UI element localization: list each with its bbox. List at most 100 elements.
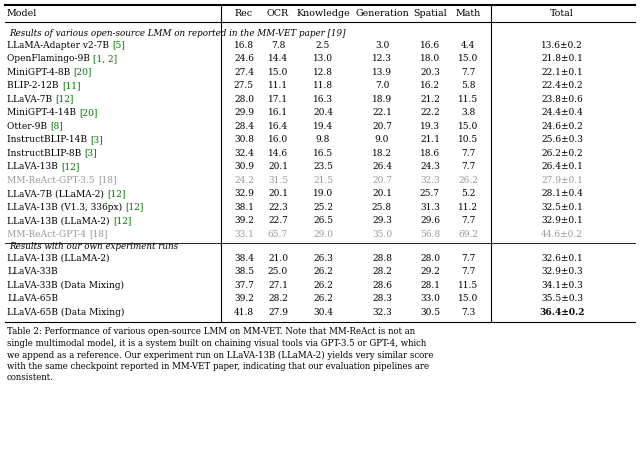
Text: 7.8: 7.8 <box>271 40 285 50</box>
Text: LLaVA-33B (Data Mixing): LLaVA-33B (Data Mixing) <box>7 281 124 290</box>
Text: 24.4±0.4: 24.4±0.4 <box>541 108 583 117</box>
Text: 20.4: 20.4 <box>313 108 333 117</box>
Text: 38.4: 38.4 <box>234 254 254 263</box>
Text: with the same checkpoint reported in MM-VET paper, indicating that our evaluatio: with the same checkpoint reported in MM-… <box>7 362 429 371</box>
Text: 28.0: 28.0 <box>420 254 440 263</box>
Text: 65.7: 65.7 <box>268 229 288 238</box>
Text: 21.8±0.1: 21.8±0.1 <box>541 54 583 63</box>
Text: 19.0: 19.0 <box>313 189 333 198</box>
Text: 11.5: 11.5 <box>458 95 478 104</box>
Text: 28.6: 28.6 <box>372 281 392 290</box>
Text: Spatial: Spatial <box>413 10 447 19</box>
Text: 16.1: 16.1 <box>268 108 288 117</box>
Text: single multimodal model, it is a system built on chaining visual tools via GPT-3: single multimodal model, it is a system … <box>7 339 426 348</box>
Text: 56.8: 56.8 <box>420 229 440 238</box>
Text: 9.8: 9.8 <box>316 135 330 144</box>
Text: 13.6±0.2: 13.6±0.2 <box>541 40 583 50</box>
Text: 27.5: 27.5 <box>234 81 254 90</box>
Text: LLaVA-13B (V1.3, 336px): LLaVA-13B (V1.3, 336px) <box>7 202 125 212</box>
Text: 11.2: 11.2 <box>458 203 478 211</box>
Text: 14.6: 14.6 <box>268 149 288 158</box>
Text: Rec: Rec <box>235 10 253 19</box>
Text: 31.5: 31.5 <box>268 176 288 185</box>
Text: 4.4: 4.4 <box>461 40 475 50</box>
Text: 15.0: 15.0 <box>458 121 478 130</box>
Text: 39.2: 39.2 <box>234 216 254 225</box>
Text: 24.6±0.2: 24.6±0.2 <box>541 121 583 130</box>
Text: 41.8: 41.8 <box>234 308 254 317</box>
Text: 27.9: 27.9 <box>268 308 288 317</box>
Text: 32.4: 32.4 <box>234 149 254 158</box>
Text: 2.5: 2.5 <box>316 40 330 50</box>
Text: 26.5: 26.5 <box>313 216 333 225</box>
Text: 28.0: 28.0 <box>234 95 254 104</box>
Text: 15.0: 15.0 <box>458 54 478 63</box>
Text: [5]: [5] <box>113 40 125 50</box>
Text: OCR: OCR <box>267 10 289 19</box>
Text: 9.0: 9.0 <box>375 135 389 144</box>
Text: 22.7: 22.7 <box>268 216 288 225</box>
Text: 32.9±0.1: 32.9±0.1 <box>541 216 583 225</box>
Text: 25.7: 25.7 <box>420 189 440 198</box>
Text: 26.4: 26.4 <box>372 162 392 171</box>
Text: Table 2: Performance of various open-source LMM on MM-VET. Note that MM-ReAct is: Table 2: Performance of various open-sou… <box>7 327 415 337</box>
Text: 28.2: 28.2 <box>372 268 392 277</box>
Text: 34.1±0.3: 34.1±0.3 <box>541 281 583 290</box>
Text: [18]: [18] <box>90 229 108 238</box>
Text: 18.6: 18.6 <box>420 149 440 158</box>
Text: 7.7: 7.7 <box>461 254 475 263</box>
Text: 28.4: 28.4 <box>234 121 254 130</box>
Text: LLaVA-13B: LLaVA-13B <box>7 162 61 171</box>
Text: 7.7: 7.7 <box>461 268 475 277</box>
Text: 28.3: 28.3 <box>372 294 392 303</box>
Text: 20.3: 20.3 <box>420 68 440 77</box>
Text: 13.9: 13.9 <box>372 68 392 77</box>
Text: [12]: [12] <box>108 189 125 198</box>
Text: 36.4±0.2: 36.4±0.2 <box>540 308 585 317</box>
Text: 29.2: 29.2 <box>420 268 440 277</box>
Text: Total: Total <box>550 10 574 19</box>
Text: MM-ReAct-GPT-4: MM-ReAct-GPT-4 <box>7 229 89 238</box>
Text: 32.9: 32.9 <box>234 189 254 198</box>
Text: 35.5±0.3: 35.5±0.3 <box>541 294 583 303</box>
Text: 3.8: 3.8 <box>461 108 475 117</box>
Text: 15.0: 15.0 <box>268 68 288 77</box>
Text: 25.6±0.3: 25.6±0.3 <box>541 135 583 144</box>
Text: Model: Model <box>7 10 37 19</box>
Text: 10.5: 10.5 <box>458 135 478 144</box>
Text: 28.8: 28.8 <box>372 254 392 263</box>
Text: 23.8±0.6: 23.8±0.6 <box>541 95 583 104</box>
Text: BLIP-2-12B: BLIP-2-12B <box>7 81 61 90</box>
Text: 26.2: 26.2 <box>313 268 333 277</box>
Text: 7.7: 7.7 <box>461 162 475 171</box>
Text: 26.2: 26.2 <box>458 176 478 185</box>
Text: [3]: [3] <box>84 149 97 158</box>
Text: 26.3: 26.3 <box>313 254 333 263</box>
Text: 26.4±0.1: 26.4±0.1 <box>541 162 583 171</box>
Text: 16.5: 16.5 <box>313 149 333 158</box>
Text: 22.1: 22.1 <box>372 108 392 117</box>
Text: 17.1: 17.1 <box>268 95 288 104</box>
Text: 37.7: 37.7 <box>234 281 254 290</box>
Text: 44.6±0.2: 44.6±0.2 <box>541 229 583 238</box>
Text: 13.0: 13.0 <box>313 54 333 63</box>
Text: 19.4: 19.4 <box>313 121 333 130</box>
Text: 20.1: 20.1 <box>268 189 288 198</box>
Text: [20]: [20] <box>79 108 98 117</box>
Text: 18.2: 18.2 <box>372 149 392 158</box>
Text: 25.0: 25.0 <box>268 268 288 277</box>
Text: 38.1: 38.1 <box>234 203 254 211</box>
Text: LLaVA-7B: LLaVA-7B <box>7 95 55 104</box>
Text: 28.1±0.4: 28.1±0.4 <box>541 189 583 198</box>
Text: 21.5: 21.5 <box>313 176 333 185</box>
Text: 33.1: 33.1 <box>234 229 254 238</box>
Text: LLaMA-Adapter v2-7B: LLaMA-Adapter v2-7B <box>7 40 112 50</box>
Text: 29.3: 29.3 <box>372 216 392 225</box>
Text: 20.7: 20.7 <box>372 121 392 130</box>
Text: 24.3: 24.3 <box>420 162 440 171</box>
Text: 21.2: 21.2 <box>420 95 440 104</box>
Text: 14.4: 14.4 <box>268 54 288 63</box>
Text: 20.1: 20.1 <box>372 189 392 198</box>
Text: 31.3: 31.3 <box>420 203 440 211</box>
Text: Otter-9B: Otter-9B <box>7 121 50 130</box>
